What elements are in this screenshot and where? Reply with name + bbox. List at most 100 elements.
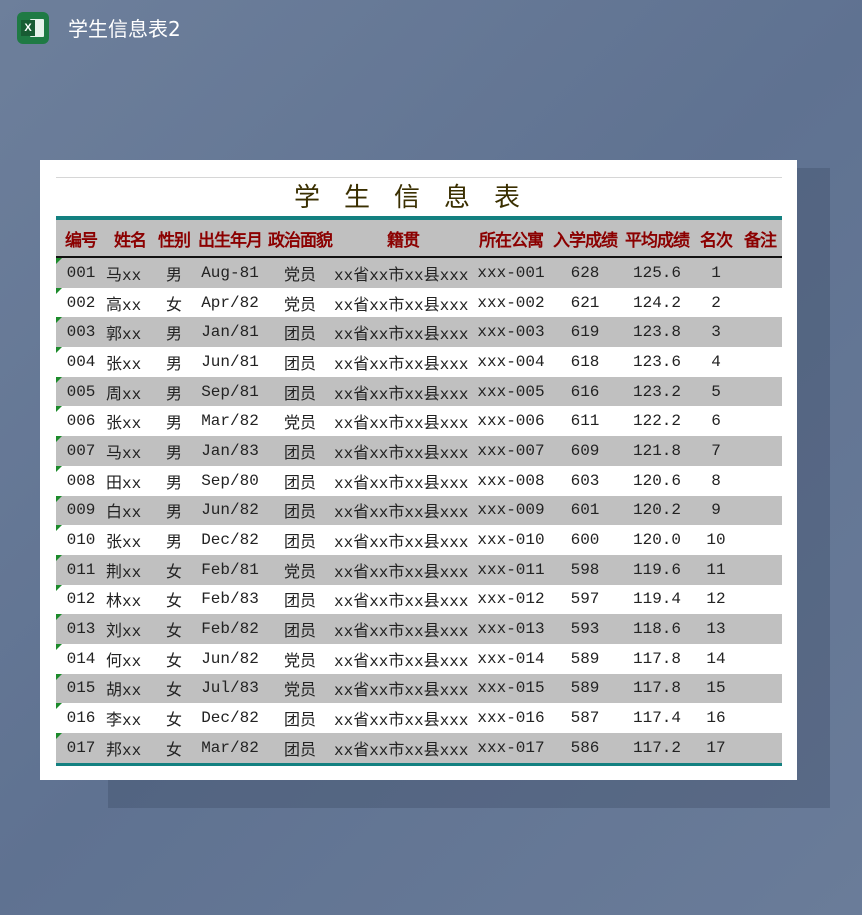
cell-rank[interactable]: 5 (711, 382, 721, 401)
cell-id[interactable]: 012 (56, 584, 106, 615)
cell-dorm[interactable]: xxx-009 (477, 501, 545, 520)
cell-rank[interactable]: 3 (711, 323, 721, 342)
cell-name[interactable]: 周xx (106, 385, 142, 404)
cell-birth[interactable]: Jun/82 (201, 649, 259, 668)
cell-id[interactable]: 001 (56, 257, 106, 288)
cell-birth[interactable]: Feb/83 (201, 590, 259, 609)
cell-id[interactable]: 015 (56, 673, 106, 704)
cell-name[interactable]: 张xx (106, 415, 142, 434)
cell-id[interactable]: 004 (56, 347, 106, 377)
cell-avg-score[interactable]: 124.2 (632, 293, 681, 312)
cell-birth[interactable]: Mar/82 (201, 738, 259, 757)
header-gender[interactable]: 性别 (154, 220, 194, 257)
cell-political[interactable]: 团员 (283, 444, 316, 463)
cell-political[interactable]: 党员 (283, 266, 316, 285)
cell-entry-score[interactable]: 618 (570, 352, 600, 371)
cell-gender[interactable]: 女 (165, 623, 182, 642)
cell-origin[interactable]: xx省xx市xx县xxx (334, 534, 469, 553)
cell-avg-score[interactable]: 122.2 (632, 412, 681, 431)
cell-id[interactable]: 014 (56, 643, 106, 674)
cell-name[interactable]: 马xx (106, 444, 142, 463)
cell-birth[interactable]: Jul/83 (201, 679, 259, 698)
cell-political[interactable]: 党员 (283, 415, 316, 434)
cell-rank[interactable]: 2 (711, 293, 721, 312)
cell-origin[interactable]: xx省xx市xx县xxx (334, 326, 469, 345)
cell-origin[interactable]: xx省xx市xx县xxx (334, 712, 469, 731)
cell-gender[interactable]: 男 (165, 266, 182, 285)
cell-dorm[interactable]: xxx-004 (477, 352, 545, 371)
cell-name[interactable]: 何xx (106, 652, 142, 671)
cell-avg-score[interactable]: 121.8 (632, 441, 681, 460)
cell-gender[interactable]: 女 (165, 712, 182, 731)
cell-origin[interactable]: xx省xx市xx县xxx (334, 682, 469, 701)
cell-dorm[interactable]: xxx-015 (477, 679, 545, 698)
cell-entry-score[interactable]: 616 (570, 382, 600, 401)
cell-id[interactable]: 006 (56, 406, 106, 436)
cell-political[interactable]: 团员 (283, 593, 316, 612)
cell-rank[interactable]: 8 (711, 471, 721, 490)
cell-dorm[interactable]: xxx-014 (477, 649, 545, 668)
cell-entry-score[interactable]: 586 (570, 738, 600, 757)
cell-name[interactable]: 邦xx (106, 741, 142, 760)
cell-origin[interactable]: xx省xx市xx县xxx (334, 355, 469, 374)
cell-political[interactable]: 团员 (283, 712, 316, 731)
cell-avg-score[interactable]: 119.6 (632, 560, 681, 579)
cell-origin[interactable]: xx省xx市xx县xxx (334, 504, 469, 523)
cell-note[interactable] (738, 257, 782, 288)
cell-note[interactable] (738, 585, 782, 615)
cell-gender[interactable]: 女 (165, 741, 182, 760)
cell-origin[interactable]: xx省xx市xx县xxx (334, 415, 469, 434)
cell-birth[interactable]: Sep/80 (201, 471, 259, 490)
cell-entry-score[interactable]: 603 (570, 471, 600, 490)
cell-dorm[interactable]: xxx-011 (477, 560, 545, 579)
cell-name[interactable]: 荆xx (106, 563, 142, 582)
cell-rank[interactable]: 12 (706, 590, 726, 609)
cell-name[interactable]: 高xx (106, 296, 142, 315)
cell-note[interactable] (738, 703, 782, 733)
cell-gender[interactable]: 男 (165, 474, 182, 493)
cell-avg-score[interactable]: 119.4 (632, 590, 681, 609)
cell-note[interactable] (738, 377, 782, 407)
cell-id[interactable]: 017 (56, 733, 106, 764)
cell-rank[interactable]: 14 (706, 649, 726, 668)
cell-rank[interactable]: 15 (706, 679, 726, 698)
cell-gender[interactable]: 女 (165, 652, 182, 671)
cell-avg-score[interactable]: 123.8 (632, 323, 681, 342)
header-birth[interactable]: 出生年月 (194, 220, 266, 257)
cell-gender[interactable]: 男 (165, 504, 182, 523)
cell-birth[interactable]: Feb/81 (201, 560, 259, 579)
cell-dorm[interactable]: xxx-010 (477, 531, 545, 550)
cell-gender[interactable]: 男 (165, 415, 182, 434)
cell-political[interactable]: 党员 (283, 296, 316, 315)
cell-name[interactable]: 刘xx (106, 623, 142, 642)
cell-political[interactable]: 团员 (283, 504, 316, 523)
cell-avg-score[interactable]: 118.6 (632, 620, 681, 639)
cell-gender[interactable]: 男 (165, 385, 182, 404)
cell-origin[interactable]: xx省xx市xx县xxx (334, 741, 469, 760)
cell-political[interactable]: 团员 (283, 741, 316, 760)
cell-birth[interactable]: Feb/82 (201, 620, 259, 639)
cell-avg-score[interactable]: 117.2 (632, 738, 681, 757)
cell-origin[interactable]: xx省xx市xx县xxx (334, 444, 469, 463)
cell-political[interactable]: 党员 (283, 682, 316, 701)
cell-avg-score[interactable]: 120.6 (632, 471, 681, 490)
cell-political[interactable]: 团员 (283, 355, 316, 374)
cell-birth[interactable]: Aug-81 (201, 263, 259, 282)
cell-avg-score[interactable]: 117.8 (632, 649, 681, 668)
cell-political[interactable]: 团员 (283, 326, 316, 345)
cell-dorm[interactable]: xxx-008 (477, 471, 545, 490)
cell-origin[interactable]: xx省xx市xx县xxx (334, 593, 469, 612)
cell-origin[interactable]: xx省xx市xx县xxx (334, 623, 469, 642)
cell-origin[interactable]: xx省xx市xx县xxx (334, 474, 469, 493)
header-note[interactable]: 备注 (738, 220, 782, 257)
cell-avg-score[interactable]: 117.8 (632, 679, 681, 698)
cell-gender[interactable]: 男 (165, 326, 182, 345)
cell-avg-score[interactable]: 123.2 (632, 382, 681, 401)
cell-birth[interactable]: Jan/81 (201, 323, 259, 342)
cell-gender[interactable]: 女 (165, 563, 182, 582)
cell-avg-score[interactable]: 120.0 (632, 531, 681, 550)
cell-origin[interactable]: xx省xx市xx县xxx (334, 385, 469, 404)
header-rank[interactable]: 名次 (694, 220, 738, 257)
cell-id[interactable]: 009 (56, 495, 106, 526)
cell-rank[interactable]: 1 (711, 263, 721, 282)
